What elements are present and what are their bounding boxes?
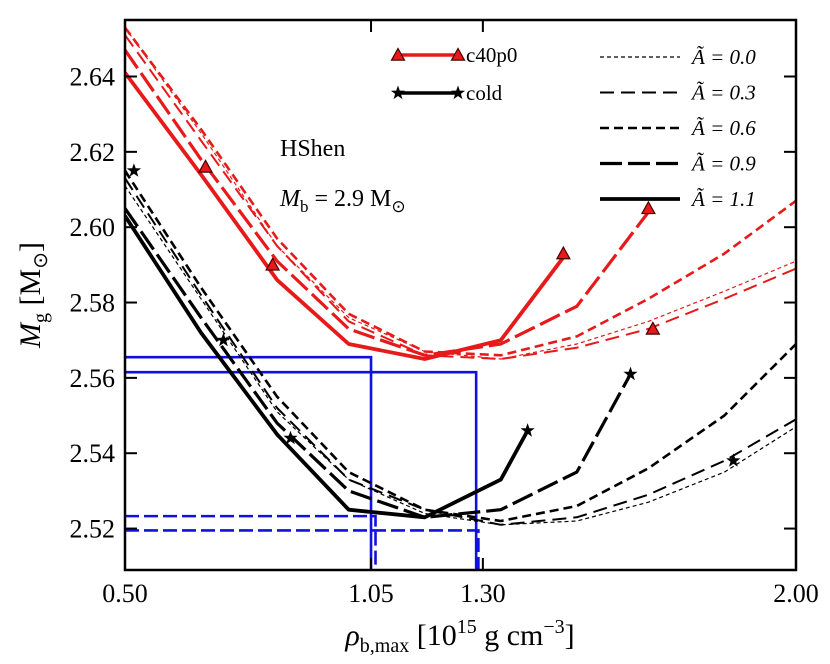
curve [125, 27, 796, 360]
guide-line [125, 370, 478, 570]
x-tick-label: 2.00 [773, 579, 819, 608]
curve [125, 207, 632, 519]
y-tick-label: 2.62 [70, 138, 116, 167]
legend-label: Ã = 0.9 [690, 152, 756, 176]
y-tick-label: 2.56 [70, 364, 116, 393]
y-tick-label: 2.60 [70, 213, 116, 242]
star-marker [623, 366, 638, 381]
star-marker [520, 423, 535, 437]
star-marker [283, 430, 298, 445]
plot-area [123, 18, 798, 572]
y-tick-label: 2.54 [70, 439, 116, 468]
legend-label: cold [466, 81, 503, 105]
guide-line [125, 514, 377, 570]
curve [125, 169, 796, 523]
curve [125, 26, 796, 357]
star-marker [390, 85, 406, 100]
curves [125, 26, 796, 570]
triangle-marker [555, 245, 571, 260]
triangle-marker [645, 321, 661, 335]
legend-label: Ã = 0.6 [690, 116, 756, 140]
mass-annotation: Mb = 2.9 M⊙ [279, 186, 406, 216]
star-marker [126, 163, 142, 177]
y-tick-label: 2.64 [70, 63, 116, 92]
x-axis-label: ρb,max [1015 g cm−3] [344, 616, 574, 657]
triangle-marker [450, 47, 466, 61]
triangle-marker [198, 159, 214, 173]
guide-line [125, 529, 480, 570]
legend-label: Ã = 1.1 [690, 187, 756, 211]
legend-label: c40p0 [466, 43, 517, 67]
triangle-marker [265, 257, 281, 271]
y-tick-label: 2.52 [70, 515, 116, 544]
triangle-marker [640, 200, 656, 215]
curve [125, 71, 565, 361]
legend-label: Ã = 0.3 [690, 81, 756, 105]
curve [125, 214, 530, 520]
star-marker [450, 85, 466, 100]
x-tick-label: 0.50 [102, 579, 148, 608]
legend-label: Ã = 0.0 [690, 45, 756, 69]
curve [125, 34, 796, 360]
curve [125, 185, 796, 526]
guide-line [125, 355, 373, 570]
star-marker [216, 332, 231, 347]
x-tick-label: 1.05 [348, 579, 394, 608]
plot-frame [123, 18, 798, 572]
x-tick-label: 1.30 [460, 579, 506, 608]
y-axis-label: Mg [M⊙] [14, 242, 52, 349]
eos-annotation: HShen [280, 136, 345, 162]
triangle-marker [390, 47, 406, 61]
star-marker [726, 453, 741, 467]
y-tick-label: 2.58 [70, 289, 116, 318]
curve [125, 49, 650, 357]
